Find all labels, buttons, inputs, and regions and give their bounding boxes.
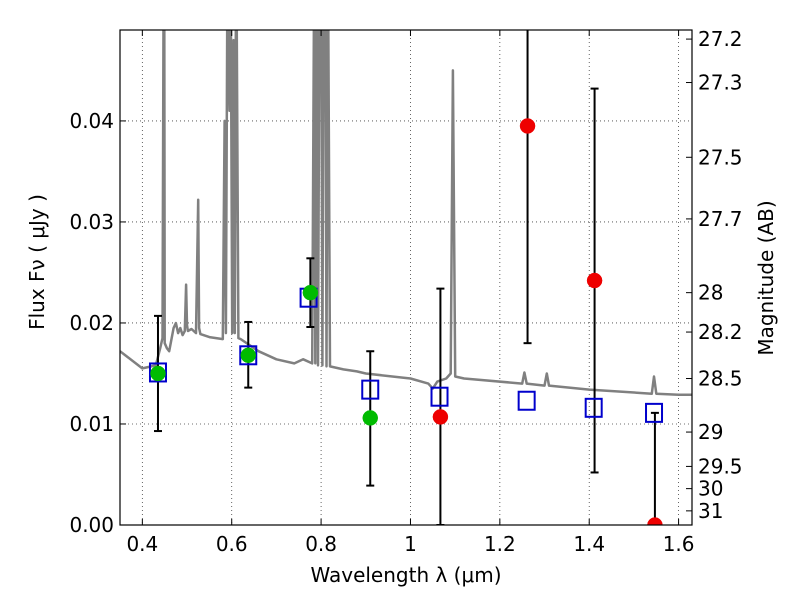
model-point: [148, 362, 167, 383]
x-tick-label: 1.6: [663, 532, 695, 556]
observed-point: [519, 118, 536, 134]
x-tick-label: 0.4: [126, 532, 158, 556]
right-tick-label: 31: [698, 499, 723, 523]
x-tick-label: 1.4: [573, 532, 605, 556]
y-tick-label: 0.02: [69, 311, 114, 335]
model-point: [584, 397, 603, 418]
observed-point: [302, 284, 319, 301]
plot-frame: [119, 29, 693, 526]
y-tick-label: 0.00: [69, 513, 114, 537]
axis-layer: 0.4 0.6 0.8 1 1.2 1.4 1.6 0.00 0.01 0.02 0.03 0.04 2…: [69, 27, 742, 556]
right-tick-label: 27.5: [698, 145, 743, 169]
x-tick-label: 1: [404, 532, 417, 556]
model-point: [517, 390, 536, 411]
y-tick-label: 0.03: [69, 210, 114, 234]
x-tick-label: 1.2: [484, 532, 516, 556]
right-tick-label: 28.2: [698, 320, 743, 344]
right-tick-label: 29.5: [698, 454, 743, 478]
y-tick-label: 0.01: [69, 412, 114, 436]
observed-point: [150, 365, 166, 382]
model-point: [361, 379, 380, 400]
x-tick-label: 0.8: [305, 532, 337, 556]
observed-point: [240, 347, 257, 364]
x-tick-label: 0.6: [216, 532, 248, 556]
model-spectrum-line: [120, 30, 692, 396]
plot-layer: [120, 30, 692, 525]
right-axis-label: Magnitude (AB): [754, 200, 778, 355]
right-tick-label: 27.7: [698, 207, 743, 231]
right-tick-label: 27.2: [698, 27, 743, 51]
x-axis-label: Wavelength λ (μm): [310, 563, 501, 587]
right-tick-label: 28.5: [698, 367, 743, 391]
observed-point: [362, 410, 378, 426]
right-tick-label: 27.3: [698, 71, 743, 95]
observed-point: [647, 517, 663, 525]
right-tick-label: 30: [698, 477, 723, 501]
observed-point: [586, 272, 603, 289]
model-point: [645, 402, 664, 423]
y-tick-label: 0.04: [69, 109, 114, 133]
y-axis-label: Flux Fν ( μJy ): [25, 194, 49, 330]
model-point: [430, 386, 449, 407]
model-point: [239, 345, 258, 366]
observed-point: [432, 409, 449, 425]
right-tick-label: 29: [698, 420, 723, 444]
right-tick-label: 28: [698, 281, 723, 305]
